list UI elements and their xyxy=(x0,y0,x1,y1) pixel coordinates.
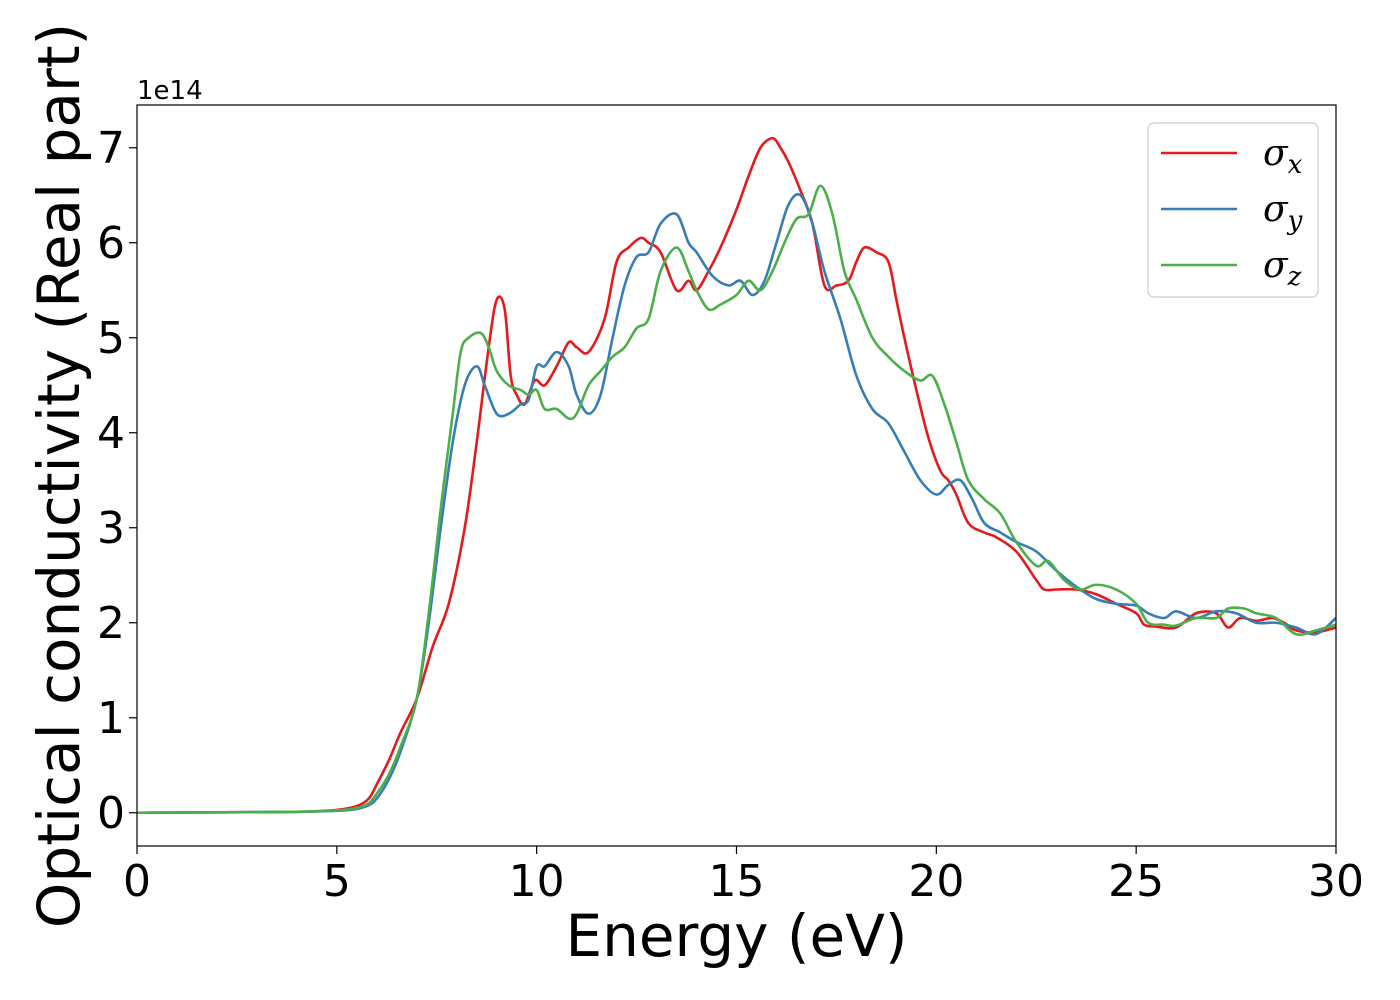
y-tick-label: 7 xyxy=(97,123,125,174)
y-tick-label: 0 xyxy=(97,788,125,839)
y-offset-label: 1e14 xyxy=(137,76,203,106)
y-tick-label: 3 xyxy=(97,503,125,554)
x-axis: 0 5 10 15 20 25 30 xyxy=(123,846,1364,907)
x-tick-label: 0 xyxy=(123,856,151,907)
y-axis-label: Optical conductivity (Real part) xyxy=(25,23,93,928)
series-layer xyxy=(137,136,1336,815)
x-tick-label: 30 xyxy=(1308,856,1364,907)
x-axis-label: Energy (eV) xyxy=(565,902,907,970)
x-tick-label: 10 xyxy=(509,856,565,907)
y-axis: 0 1 2 3 4 5 6 7 xyxy=(97,123,137,839)
y-tick-label: 5 xyxy=(97,313,125,364)
series-lines xyxy=(137,136,1336,815)
y-tick-label: 6 xyxy=(97,218,125,269)
x-tick-label: 20 xyxy=(908,856,964,907)
x-tick-label: 25 xyxy=(1108,856,1164,907)
x-tick-label: 15 xyxy=(709,856,765,907)
x-tick-label: 5 xyxy=(323,856,351,907)
y-tick-label: 4 xyxy=(97,408,125,459)
series-line-sigma-z xyxy=(137,184,1336,815)
series-line-sigma-y xyxy=(137,192,1336,815)
y-tick-label: 2 xyxy=(97,598,125,649)
y-tick-label: 1 xyxy=(97,693,125,744)
